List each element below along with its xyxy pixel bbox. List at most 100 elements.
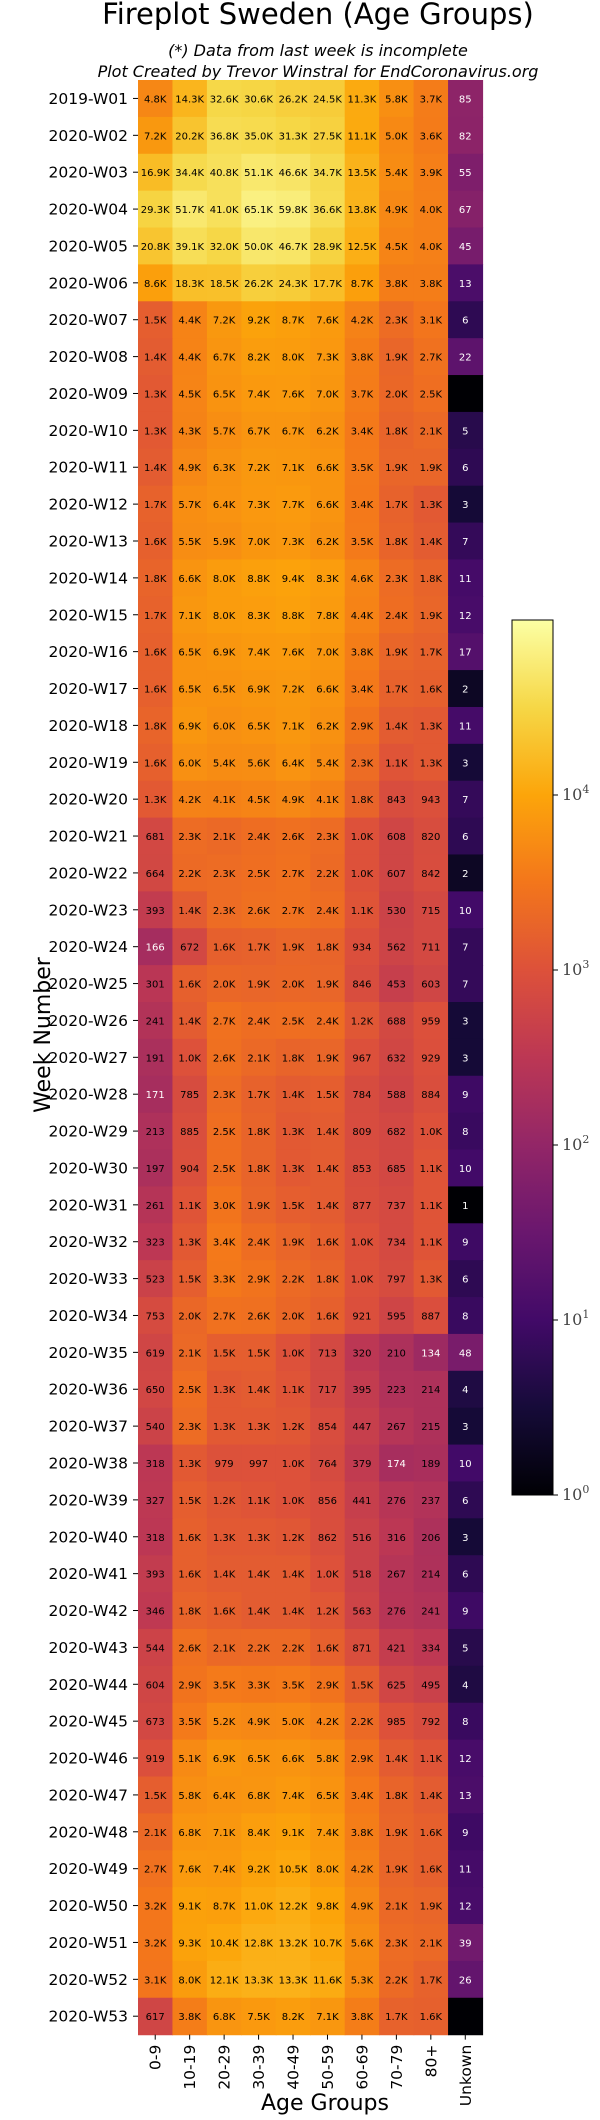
heatmap-cell — [206, 928, 242, 966]
heatmap-cell-label: 320 — [352, 1348, 371, 1359]
heatmap-cell-label: 1.6K — [316, 1643, 339, 1654]
heatmap-cell-label: 2.9K — [247, 1275, 270, 1286]
heatmap-cell — [241, 227, 277, 265]
heatmap-cell-label: 20.8K — [141, 242, 170, 253]
heatmap-cell-label: 46.7K — [279, 242, 308, 253]
heatmap-cell — [206, 448, 242, 487]
heatmap-cell — [275, 559, 311, 597]
heatmap-cell-label: 8.6K — [144, 279, 167, 290]
heatmap-cell-label: 3.8K — [420, 279, 443, 290]
heatmap-cell-label: 2.7K — [213, 1016, 236, 1027]
heatmap-cell — [413, 1186, 449, 1224]
heatmap-cell-label: 2.1K — [213, 1643, 236, 1654]
heatmap-cell-label: 711 — [421, 943, 440, 954]
heatmap-cell — [310, 1260, 346, 1298]
chart-subtitle-line-1: (*) Data from last week is incomplete — [168, 41, 468, 60]
heatmap-cell — [172, 1960, 208, 1999]
heatmap-cell — [379, 1592, 415, 1630]
heatmap-cell — [241, 928, 277, 966]
heatmap-cell — [206, 1997, 242, 2036]
heatmap-cell-label: 2.5K — [178, 1385, 201, 1396]
heatmap-cell-label: 4 — [462, 1385, 468, 1396]
heatmap-cell-label: 904 — [180, 1164, 199, 1175]
heatmap-cell — [241, 854, 277, 892]
heatmap-cell-label: 7.6K — [316, 316, 339, 327]
heatmap-cell-label: 8.3K — [247, 611, 270, 622]
heatmap-cell-label: 1.5K — [213, 1348, 236, 1359]
heatmap-cell-label: 214 — [421, 1570, 440, 1581]
heatmap-cell — [344, 1002, 380, 1040]
heatmap-cell-label: 673 — [146, 1717, 165, 1728]
heatmap-cell — [275, 670, 311, 708]
heatmap-cell-label: 2.3K — [385, 1938, 408, 1949]
heatmap-cell — [310, 596, 346, 634]
heatmap-cell-label: 29.3K — [141, 205, 170, 216]
heatmap-cell-label: 3.3K — [213, 1275, 236, 1286]
heatmap-cell — [138, 301, 174, 339]
heatmap-cell-label: 323 — [146, 1238, 165, 1249]
heatmap-cell — [241, 1370, 277, 1409]
heatmap-cell-label: 1.1K — [420, 1238, 443, 1249]
heatmap-cell — [241, 1297, 277, 1335]
heatmap-cell-label: 237 — [421, 1496, 440, 1507]
heatmap-cell-label: 17 — [459, 648, 472, 659]
heatmap-cell — [206, 375, 242, 413]
heatmap-cell — [448, 928, 484, 966]
heatmap-cell-label: 18.3K — [175, 279, 204, 290]
heatmap-cell-label: 8.8K — [282, 611, 305, 622]
y-tick-label: 2020-W52 — [49, 1971, 128, 1989]
heatmap-cell-label: 8.0K — [282, 353, 305, 364]
heatmap-cell — [344, 1592, 380, 1630]
heatmap-cell — [413, 80, 449, 118]
heatmap-cell-label: 1.8K — [247, 1164, 270, 1175]
heatmap-cell-label: 11 — [459, 1865, 472, 1876]
heatmap-cell — [379, 817, 415, 856]
heatmap-cell — [379, 1407, 415, 1446]
y-tick-label: 2020-W40 — [49, 1528, 128, 1546]
heatmap-cell — [344, 1665, 380, 1704]
heatmap-cell — [413, 1407, 449, 1446]
heatmap-cell — [379, 633, 415, 671]
heatmap-cell — [138, 1555, 174, 1593]
heatmap-cell — [275, 596, 311, 634]
heatmap-cell-label: 6.5K — [316, 1791, 339, 1802]
heatmap-cell — [172, 1518, 208, 1556]
heatmap-cell-label: 36.6K — [313, 205, 342, 216]
heatmap-cell-label: 1.3K — [178, 1238, 201, 1249]
heatmap-cell — [275, 190, 311, 229]
heatmap-cell — [206, 1776, 242, 1814]
heatmap-cell — [138, 1149, 174, 1187]
heatmap-cell-label: 2.7K — [144, 1865, 167, 1876]
heatmap-cell-label: 682 — [387, 1127, 406, 1138]
heatmap-cell-label: 1.8K — [144, 721, 167, 732]
heatmap-cell — [172, 227, 208, 265]
heatmap-cell-label: 1.3K — [213, 1385, 236, 1396]
heatmap-cell — [413, 1038, 449, 1077]
heatmap-cell-label: 617 — [146, 2012, 165, 2023]
heatmap-cell — [344, 411, 380, 450]
heatmap-cell-label: 6.4K — [213, 1791, 236, 1802]
heatmap-cell — [413, 1628, 449, 1667]
heatmap-cell-label: 1.8K — [351, 795, 374, 806]
y-tick-label: 2020-W38 — [49, 1455, 128, 1473]
heatmap-cell-label: 4.9K — [351, 1902, 374, 1913]
heatmap-cell-label: 1.5K — [144, 316, 167, 327]
heatmap-cell-label: 6 — [462, 832, 468, 843]
heatmap-cell — [310, 153, 346, 192]
heatmap-cell — [275, 1592, 311, 1630]
y-tick-label: 2020-W24 — [49, 938, 128, 956]
heatmap-cell — [344, 743, 380, 782]
heatmap-cell-label: 9 — [462, 1238, 468, 1249]
heatmap-cell — [413, 596, 449, 634]
heatmap-cell — [344, 1960, 380, 1999]
heatmap-cell-label: 603 — [421, 980, 440, 991]
heatmap-cell-label: 1.4K — [316, 1164, 339, 1175]
heatmap-cell — [344, 338, 380, 376]
heatmap-cell — [206, 485, 242, 524]
heatmap-cell — [344, 1887, 380, 1925]
heatmap-cell — [413, 706, 449, 745]
heatmap-cell — [379, 965, 415, 1003]
heatmap-cell — [344, 854, 380, 892]
heatmap-cell — [344, 891, 380, 929]
heatmap-cell-label: 1.5K — [247, 1348, 270, 1359]
